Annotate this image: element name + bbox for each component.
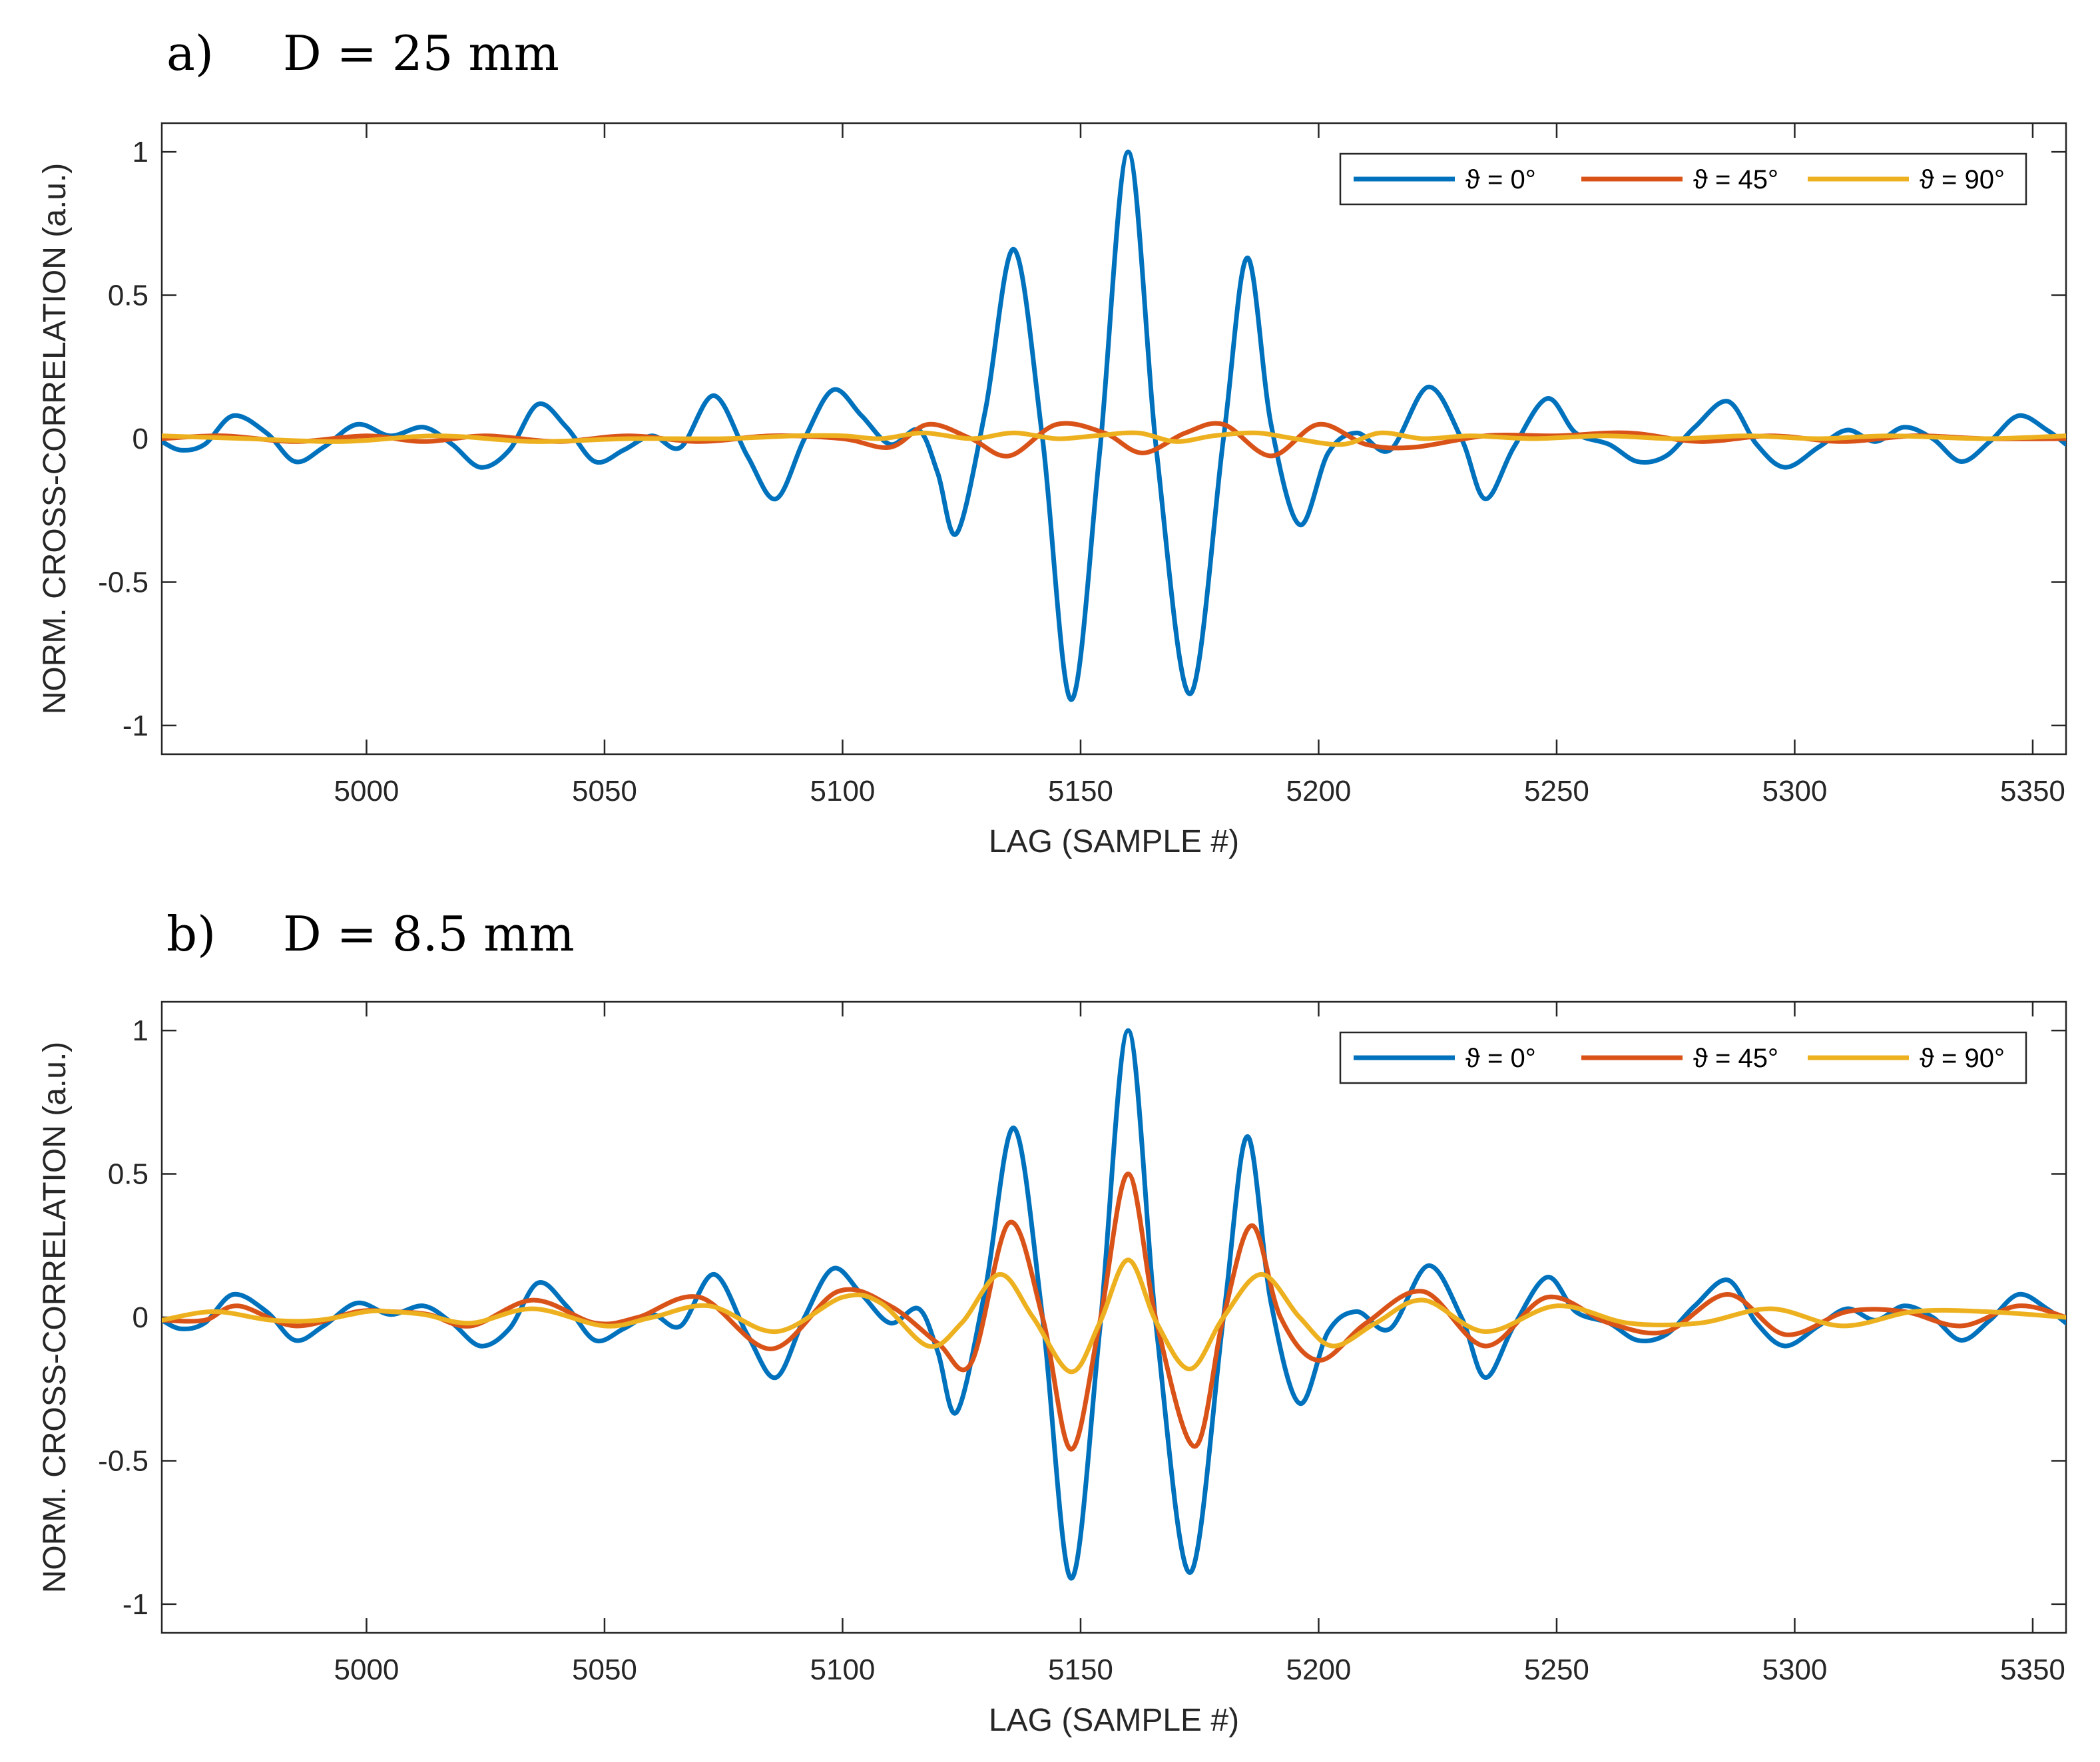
panel-b-series-theta-90-line: [162, 1257, 2066, 1375]
panel-a-series-theta-0-line: [162, 149, 2066, 702]
panel-b-legend-entry-label: ϑ = 90°: [1920, 1044, 2005, 1073]
panel-b-x-tick-label: 5200: [1286, 1653, 1352, 1686]
panel-a-x-tick-label: 5300: [1762, 775, 1828, 807]
panel-b-x-tick-label: 5300: [1762, 1653, 1828, 1686]
panel-a-x-tick-label: 5250: [1524, 775, 1589, 807]
panel-a-legend-entry-label: ϑ = 90°: [1920, 165, 2005, 194]
panel-a-x-tick-label: 5350: [2000, 775, 2065, 807]
panel-b: b) D = 8.5 mm 5000 5050 5100 5150 5200 5250 53…: [37, 906, 2067, 1738]
panel-a-y-axis-label: NORM. CROSS-CORRELATION (a.u.): [37, 163, 73, 715]
panel-b-y-tick-label: 0.5: [108, 1158, 148, 1191]
panel-b-y-axis-label: NORM. CROSS-CORRELATION (a.u.): [37, 1042, 73, 1594]
panel-a-x-axis-label: LAG (SAMPLE #): [989, 824, 1239, 859]
panel-a-y-tick-label: 0.5: [108, 280, 148, 312]
panel-a-title: D = 25 mm: [283, 25, 559, 81]
panel-b-series-theta-0-line: [162, 1028, 2066, 1581]
panel-b-y-tick-label: 0: [132, 1301, 148, 1334]
panel-a-x-tick-label: 5000: [334, 775, 399, 807]
panel-b-legend-entry-label: ϑ = 45°: [1693, 1044, 1778, 1073]
panel-b-y-tick-label: 1: [132, 1014, 148, 1047]
panel-b-x-tick-label: 5350: [2000, 1653, 2065, 1686]
panel-a-legend-entry-label: ϑ = 0°: [1465, 165, 1536, 194]
panel-b-y-tick-label: -1: [123, 1588, 148, 1621]
panel-b-x-tick-label: 5150: [1048, 1653, 1113, 1686]
panel-a-x-tick-label: 5100: [810, 775, 876, 807]
panel-b-legend-entry-label: ϑ = 0°: [1465, 1044, 1536, 1073]
panel-b-title: D = 8.5 mm: [283, 906, 575, 962]
panel-b-x-tick-label: 5100: [810, 1653, 876, 1686]
panel-a-legend-entry-label: ϑ = 45°: [1693, 165, 1778, 194]
panel-a-x-tick-label: 5150: [1048, 775, 1113, 807]
panel-a-y-tick-label: 0: [132, 423, 148, 455]
panel-a-x-tick-label: 5050: [572, 775, 637, 807]
panel-a-y-tick-label: -1: [123, 710, 148, 742]
panel-b-x-tick-label: 5250: [1524, 1653, 1589, 1686]
panel-b-series-theta-45-line: [162, 1172, 2066, 1452]
panel-a-series-group: [162, 149, 2066, 702]
panel-a-label: a): [166, 25, 214, 81]
panel-b-x-axis-label: LAG (SAMPLE #): [989, 1703, 1239, 1738]
panel-b-ticks: 5000 5050 5100 5150 5200 5250 5300 5350 -1 -0.5 0 0…: [98, 1002, 2066, 1686]
panel-a-series-theta-90-line: [162, 430, 2066, 447]
panel-a: a) D = 25 mm 5000 5050 5100 5150 5200 5250 530…: [37, 25, 2067, 859]
panel-b-x-tick-label: 5000: [334, 1653, 399, 1686]
panel-a-y-tick-label: 1: [132, 136, 148, 168]
panel-a-x-tick-label: 5200: [1286, 775, 1352, 807]
panel-b-x-tick-label: 5050: [572, 1653, 637, 1686]
panel-b-series-group: [162, 1028, 2066, 1581]
panel-a-y-tick-label: -0.5: [98, 566, 148, 598]
panel-b-label: b): [166, 906, 216, 962]
panel-a-legend: ϑ = 0° ϑ = 45° ϑ = 90°: [1339, 152, 2027, 206]
panel-b-legend: ϑ = 0° ϑ = 45° ϑ = 90°: [1339, 1031, 2027, 1084]
panel-a-ticks: 5000 5050 5100 5150 5200 5250 5300 5350 -1 -0.5 0 0…: [98, 123, 2066, 807]
panel-b-y-tick-label: -0.5: [98, 1444, 148, 1477]
panel-a-series-theta-45-line: [162, 421, 2066, 459]
